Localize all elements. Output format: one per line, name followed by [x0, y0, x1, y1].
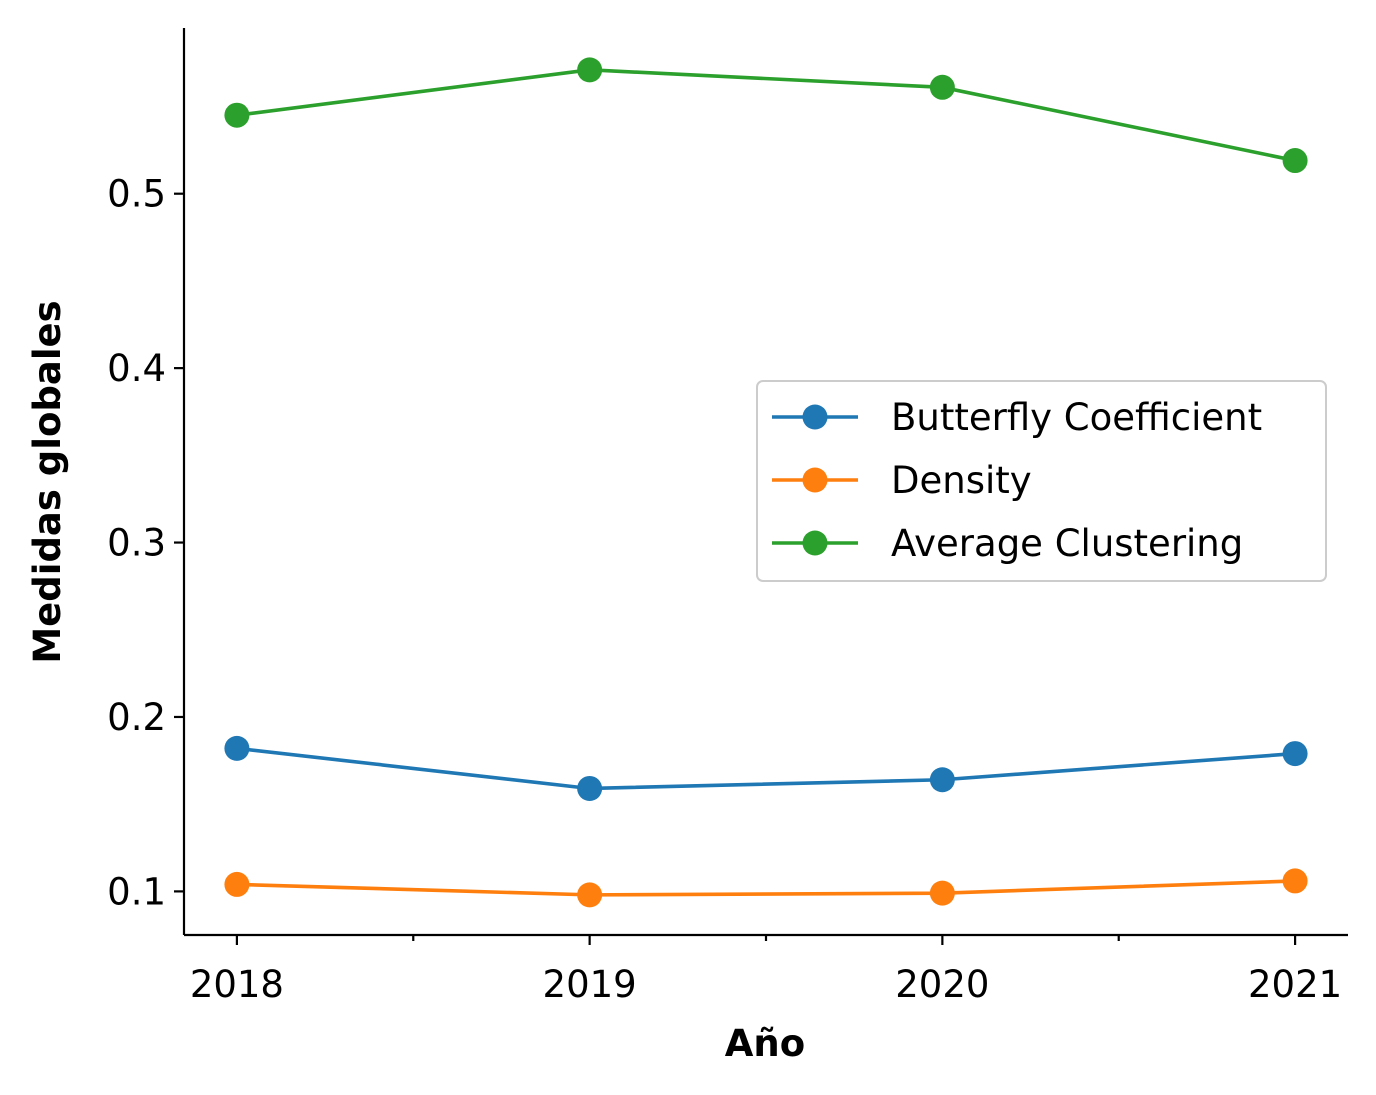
data-point-butterfly-coefficient — [224, 735, 250, 761]
y-tick-label: 0.5 — [107, 173, 166, 216]
y-tick-label: 0.4 — [107, 347, 166, 390]
data-point-butterfly-coefficient — [577, 775, 603, 801]
data-point-butterfly-coefficient — [1282, 741, 1308, 767]
data-point-average-clustering — [577, 57, 603, 83]
data-point-butterfly-coefficient — [929, 767, 955, 793]
data-point-density — [1282, 868, 1308, 894]
data-point-average-clustering — [1282, 148, 1308, 174]
legend-marker-density — [802, 467, 828, 493]
legend-label-butterfly-coefficient: Butterfly Coefficient — [891, 396, 1262, 439]
data-point-average-clustering — [224, 102, 250, 128]
data-point-average-clustering — [929, 74, 955, 100]
x-tick-label: 2019 — [543, 963, 637, 1006]
x-tick-label: 2020 — [895, 963, 989, 1006]
data-point-density — [577, 882, 603, 908]
x-tick-label: 2018 — [190, 963, 284, 1006]
x-axis-label: Año — [725, 1022, 805, 1065]
x-axis-ticks: 2018 2019 2020 2021 — [190, 935, 1342, 1006]
series-line-average-clustering — [236, 68, 1296, 163]
data-point-density — [929, 880, 955, 906]
legend-marker-butterfly-coefficient — [802, 404, 828, 430]
series-line-density — [236, 879, 1296, 897]
data-point-density — [224, 871, 250, 897]
legend-frame — [756, 380, 1327, 582]
y-tick-label: 0.2 — [107, 696, 166, 739]
legend-marker-average-clustering — [802, 530, 828, 556]
y-axis-ticks: 0.1 0.2 0.3 0.4 0.5 — [107, 173, 184, 913]
legend-label-density: Density — [891, 459, 1032, 502]
y-tick-label: 0.3 — [107, 522, 166, 565]
x-tick-label: 2021 — [1248, 963, 1342, 1006]
series-line-butterfly-coefficient — [236, 746, 1296, 791]
y-tick-label: 0.1 — [107, 870, 166, 913]
legend: Butterfly Coefficient Density Average Clus… — [756, 380, 1327, 582]
legend-label-average-clustering: Average Clustering — [891, 522, 1243, 565]
y-axis-label: Medidas globales — [26, 300, 69, 663]
plot-area — [224, 57, 1308, 908]
